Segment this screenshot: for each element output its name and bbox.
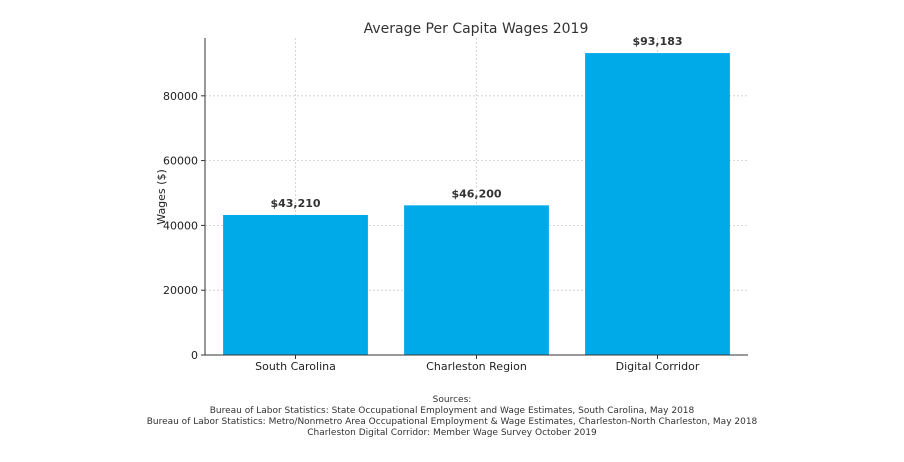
data-label: $46,200 (451, 187, 501, 200)
data-label: $43,210 (270, 197, 320, 210)
y-tick-label: 20000 (163, 284, 198, 297)
data-label: $93,183 (632, 35, 682, 48)
x-tick-label: Digital Corridor (616, 360, 700, 373)
chart-title: Average Per Capita Wages 2019 (364, 21, 589, 37)
source-line: Bureau of Labor Statistics: Metro/Nonmet… (146, 417, 758, 427)
y-tick-label: 80000 (163, 90, 198, 103)
bar (223, 215, 368, 355)
y-tick-label: 0 (191, 349, 198, 362)
y-tick-label: 60000 (163, 155, 198, 168)
x-tick-label: Charleston Region (426, 360, 527, 373)
bar (585, 53, 730, 355)
x-tick-label: South Carolina (255, 360, 336, 373)
bars (223, 53, 730, 355)
sources-note: Sources: Bureau of Labor Statistics: Sta… (0, 395, 904, 439)
labels: 0 20000 40000 60000 80000 South Carolina $43,2… (163, 35, 700, 373)
y-axis-label: Wages ($) (155, 169, 168, 224)
source-line: Charleston Digital Corridor: Member Wage… (307, 428, 597, 438)
bar (404, 205, 549, 355)
sources-heading: Sources: (432, 395, 472, 405)
y-tick-label: 40000 (163, 219, 198, 232)
axes (201, 38, 748, 359)
source-line: Bureau of Labor Statistics: State Occupa… (209, 406, 695, 416)
